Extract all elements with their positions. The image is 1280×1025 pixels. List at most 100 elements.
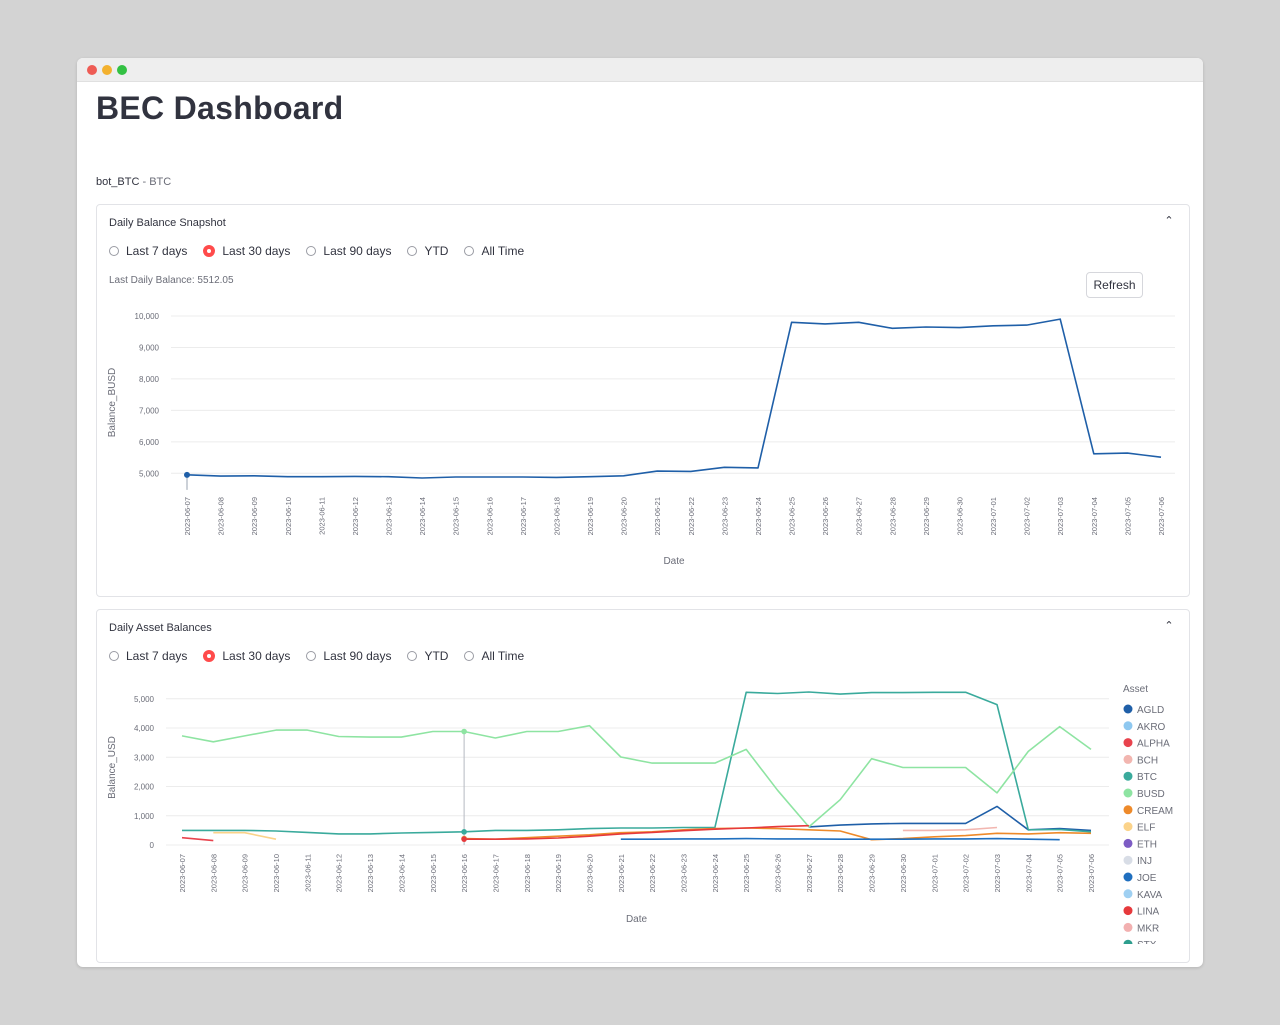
chevron-up-icon[interactable]: ⌃ <box>1164 214 1174 227</box>
x-tick-label: 2023-06-28 <box>888 497 897 535</box>
minimize-window-button[interactable] <box>102 65 112 75</box>
x-axis-title: Date <box>663 556 685 567</box>
x-tick-label: 2023-06-23 <box>720 497 729 535</box>
series-line-alpha <box>181 836 214 842</box>
radio-last-7-days[interactable]: Last 7 days <box>109 244 187 258</box>
legend-swatch <box>1123 788 1133 798</box>
radio-circle <box>203 650 216 662</box>
legend-label: JOE <box>1137 873 1157 884</box>
radio-label: YTD <box>424 649 449 663</box>
radio-circle <box>306 246 317 256</box>
x-tick-label: 2023-06-11 <box>317 497 326 535</box>
legend-swatch <box>1123 721 1133 731</box>
radio-circle <box>407 246 418 256</box>
x-tick-label: 2023-07-03 <box>1056 497 1065 535</box>
radio-all-time[interactable]: All Time <box>464 649 524 663</box>
y-tick-label: 4,000 <box>134 724 155 733</box>
x-tick-label: 2023-06-12 <box>351 497 360 535</box>
chevron-up-icon[interactable]: ⌃ <box>1164 619 1174 632</box>
bot-label: bot_BTC - BTC <box>96 176 171 188</box>
asset-legend[interactable]: Asset AGLD AKRO ALPHA BCH BTC BUSD CREAM ELF ETH I… <box>1123 682 1187 944</box>
y-tick-label: 6,000 <box>139 438 160 447</box>
x-tick-label: 2023-06-11 <box>303 854 312 892</box>
panel-title: Daily Balance Snapshot <box>109 217 226 229</box>
x-tick-label: 2023-07-04 <box>1024 854 1033 892</box>
y-tick-label: 10,000 <box>135 312 160 321</box>
balance-line-chart[interactable]: 5,000 6,000 7,000 8,000 9,000 10,000 2023-06-0… <box>97 300 1187 590</box>
legend-label: LINA <box>1137 907 1160 918</box>
x-tick-label: 2023-06-10 <box>284 497 293 535</box>
x-tick-label: 2023-07-02 <box>962 854 971 892</box>
radio-last-30-days[interactable]: Last 30 days <box>203 649 290 663</box>
x-tick-label: 2023-07-06 <box>1157 497 1166 535</box>
legend-label: MKR <box>1137 923 1159 934</box>
radio-circle <box>464 246 475 256</box>
legend-label: KAVA <box>1137 890 1163 901</box>
radio-circle <box>464 651 475 661</box>
x-tick-label: 2023-06-18 <box>523 854 532 892</box>
radio-label: Last 30 days <box>222 649 291 663</box>
x-tick-label: 2023-06-27 <box>805 854 814 892</box>
legend-swatch <box>1123 754 1133 764</box>
x-tick-label: 2023-06-19 <box>554 854 563 892</box>
legend-label: ETH <box>1137 839 1157 850</box>
x-tick-label: 2023-06-30 <box>899 854 908 892</box>
close-window-button[interactable] <box>87 65 97 75</box>
refresh-button[interactable]: Refresh <box>1086 272 1143 298</box>
x-tick-label: 2023-06-24 <box>711 854 720 892</box>
radio-last-90-days[interactable]: Last 90 days <box>306 649 391 663</box>
series-line-balance <box>186 318 1162 479</box>
hover-point <box>461 836 467 842</box>
x-axis-title: Date <box>626 914 648 925</box>
x-tick-label: 2023-06-10 <box>272 854 281 892</box>
radio-last-90-days[interactable]: Last 90 days <box>306 244 391 258</box>
maximize-window-button[interactable] <box>117 65 127 75</box>
x-tick-label: 2023-06-13 <box>366 854 375 892</box>
hover-point <box>461 829 467 835</box>
hover-point <box>461 728 467 735</box>
legend-label: CREAM <box>1137 806 1173 817</box>
legend-swatch <box>1123 922 1133 932</box>
x-tick-label: 2023-06-16 <box>485 497 494 535</box>
series-line-elf <box>213 831 277 840</box>
y-tick-label: 5,000 <box>134 695 155 704</box>
legend-label: INJ <box>1137 856 1152 867</box>
legend-swatch <box>1123 889 1133 899</box>
legend-swatch <box>1123 738 1133 748</box>
x-tick-label: 2023-06-09 <box>241 854 250 892</box>
x-tick-label: 2023-06-15 <box>452 497 461 535</box>
series-line-agld <box>808 805 1092 832</box>
radio-last-7-days[interactable]: Last 7 days <box>109 649 187 663</box>
radio-label: Last 30 days <box>222 244 291 258</box>
radio-last-30-days[interactable]: Last 30 days <box>203 244 290 258</box>
radio-label: YTD <box>424 244 449 258</box>
legend-swatch <box>1123 822 1133 832</box>
legend-swatch <box>1123 838 1133 848</box>
bot-asset: BTC <box>149 176 172 188</box>
radio-circle <box>306 651 317 661</box>
x-tick-label: 2023-06-26 <box>821 497 830 535</box>
legend-swatch <box>1123 939 1133 944</box>
x-tick-label: 2023-06-25 <box>788 497 797 535</box>
legend-swatch <box>1123 704 1133 714</box>
x-tick-label: 2023-06-24 <box>754 497 763 535</box>
window-titlebar <box>77 58 1203 82</box>
y-axis-title: Balance_BUSD <box>107 368 118 437</box>
legend-label: ELF <box>1137 823 1155 834</box>
radio-circle <box>407 651 418 661</box>
radio-all-time[interactable]: All Time <box>464 244 524 258</box>
asset-line-chart[interactable]: 0 1,000 2,000 3,000 4,000 5,000 2023-06-07 2023… <box>97 670 1117 960</box>
legend-swatch <box>1123 805 1133 815</box>
series-line-joe <box>620 837 1060 841</box>
x-tick-label: 2023-06-17 <box>519 497 528 535</box>
x-tick-label: 2023-07-01 <box>989 497 998 535</box>
radio-ytd[interactable]: YTD <box>407 244 448 258</box>
x-tick-label: 2023-06-30 <box>955 497 964 535</box>
y-tick-label: 9,000 <box>139 343 160 352</box>
radio-ytd[interactable]: YTD <box>407 649 448 663</box>
daily-balance-panel: Daily Balance Snapshot ⌃ Last 7 days Las… <box>96 204 1190 597</box>
series-line-bch <box>902 826 998 832</box>
x-tick-label: 2023-06-21 <box>617 854 626 892</box>
legend-label: AKRO <box>1137 722 1166 733</box>
x-tick-label: 2023-06-21 <box>653 497 662 535</box>
